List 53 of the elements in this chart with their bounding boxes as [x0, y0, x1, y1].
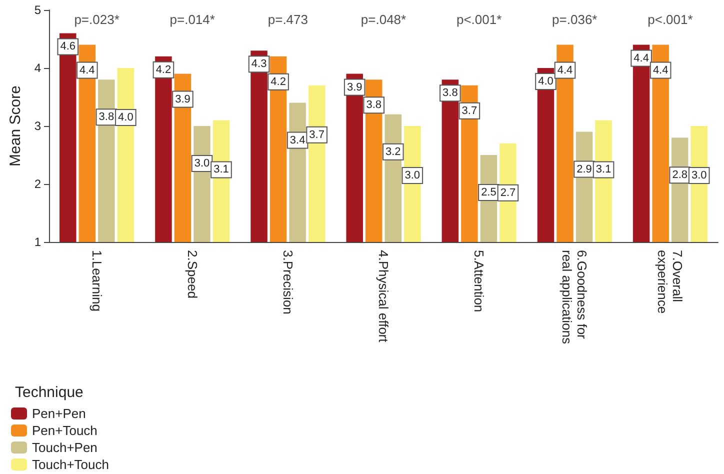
data-label: 4.4	[652, 64, 668, 76]
y-tick-label: 2	[34, 177, 42, 191]
annotation: p=.023*	[74, 12, 120, 27]
data-label: 4.4	[634, 52, 649, 64]
data-label: 3.8	[98, 111, 114, 124]
data-label: 3.8	[366, 99, 382, 112]
annotation: p=.036*	[552, 12, 598, 27]
data-label: 4.4	[557, 64, 573, 76]
data-label: 3.7	[462, 104, 478, 117]
annotation: p<.001*	[456, 12, 502, 27]
data-label: 3.9	[175, 93, 190, 106]
data-label: 3.1	[214, 164, 229, 176]
x-tick-label: 2.Speed	[184, 250, 200, 298]
data-label: 4.2	[270, 76, 286, 88]
y-tick-label: 4	[34, 61, 42, 75]
data-label: 3.9	[346, 81, 362, 94]
data-label: 2.9	[576, 163, 592, 176]
x-tick-label: 6.Goodness for real applications	[560, 250, 590, 344]
legend-label: Pen+Pen	[32, 406, 86, 421]
y-tick-label: 3	[34, 119, 42, 133]
data-label: 4.0	[538, 76, 554, 88]
legend-label: Pen+Touch	[32, 423, 98, 438]
data-label: 3.4	[290, 134, 306, 146]
data-label: 3.1	[596, 164, 612, 176]
legend-title: Technique	[15, 384, 84, 401]
x-tick-label: 5.Attention	[472, 250, 487, 312]
annotation: p=.014*	[170, 12, 215, 27]
data-label: 3.2	[385, 146, 401, 158]
data-label: 4.6	[60, 40, 76, 53]
y-axis-title: Mean Score	[7, 86, 24, 166]
legend-label: Touch+Pen	[32, 440, 98, 455]
data-label: 3.0	[404, 170, 420, 182]
data-label: 4.2	[156, 64, 172, 76]
y-tick-label: 5	[34, 3, 42, 17]
data-label: 4.0	[118, 112, 134, 124]
data-label: 4.4	[80, 64, 95, 76]
data-label: 3.7	[309, 128, 324, 141]
annotation: p<.001*	[648, 12, 693, 27]
y-tick-label: 1	[34, 235, 42, 249]
x-tick-label: 3.Precision	[280, 250, 296, 314]
data-label: 3.0	[194, 158, 210, 170]
annotation: p=.048*	[360, 12, 406, 27]
x-tick-label: 7.Overall experience	[655, 250, 686, 314]
annotation: p=.473	[268, 12, 308, 27]
data-label: 3.8	[442, 87, 458, 100]
data-label: 2.7	[500, 186, 516, 199]
data-label: 4.3	[251, 58, 267, 70]
x-tick-label: 4.Physical effort	[376, 250, 391, 343]
data-label: 2.5	[481, 186, 496, 198]
data-label: 2.8	[672, 169, 688, 182]
legend-label: Touch+Touch	[32, 457, 109, 472]
x-tick-label: 1.Learning	[89, 250, 104, 312]
data-label: 3.0	[691, 170, 707, 182]
